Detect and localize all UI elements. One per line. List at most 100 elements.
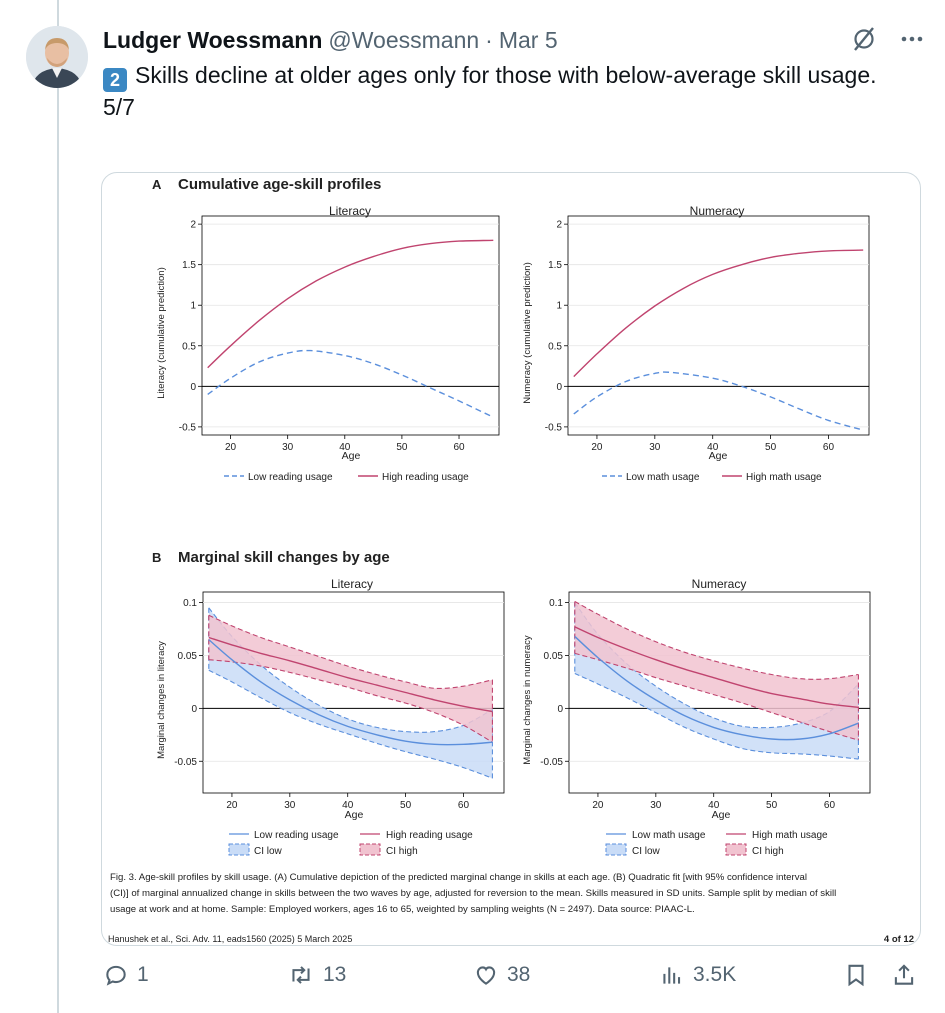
y-tick-label: 0.5 [548,341,562,352]
views-button[interactable]: 3.5K [659,962,736,988]
post-actions: 1 13 38 3.5K [103,962,923,998]
x-tick-label: 40 [708,800,720,811]
bookmark-button[interactable] [843,962,869,988]
like-button[interactable]: 38 [473,962,530,988]
y-tick-label: 0 [191,704,197,715]
chart-title-literacy-b: Literacy [331,577,373,591]
ci-high-band [574,601,859,741]
share-icon [894,964,914,985]
post-media-figure[interactable]: -0.5 0 0.5 1 1.5 2 20 30 40 50 60 -0.5 0 0.5 1 1.5 2 20 3… [101,172,921,946]
figure-caption-line-2: (CI)] of marginal annualized change in s… [110,888,836,899]
chart-title-numeracy-a: Numeracy [690,204,745,218]
reply-button[interactable]: 1 [103,962,149,988]
panel-a-title: Cumulative age-skill profiles [178,176,381,193]
bookmark-icon [848,964,864,987]
x-tick-label: 20 [225,442,237,453]
legend-label-high-math: High math usage [746,472,822,483]
figure-footer-page: 4 of 12 [884,934,914,945]
author-name[interactable]: Ludger Woessmann [103,26,323,53]
legend-b-literacy: Low reading usage High reading usage CI … [228,830,473,857]
reply-icon [106,965,126,986]
series-line-low [208,639,493,746]
avatar[interactable] [26,26,88,88]
post-text-body: Skills decline at older ages only for th… [135,62,877,88]
ci-high-upper [574,601,859,680]
x-tick-label: 50 [400,800,412,811]
repost-count: 13 [323,963,347,986]
x-tick-label: 20 [591,442,603,453]
chart-numeracy-cumulative: -0.5 0 0.5 1 1.5 2 20 30 40 50 60 [545,215,870,453]
series-line-low [573,371,864,431]
y-axis-label-a-num: Numeracy (cumulative prediction) [522,262,533,404]
series-line-high [207,239,494,369]
y-axis-label-b-num: Marginal changes in numeracy [522,635,533,765]
legend-swatch-ci-high-b [725,843,747,856]
y-tick-label: 1.5 [548,260,562,271]
x-axis-label-a-lit: Age [342,450,361,462]
legend-label-ci-high-b: CI high [752,846,784,857]
legend-label-ci-low-b: CI low [632,846,661,857]
y-axis-label-a-lit: Literacy (cumulative prediction) [156,267,167,398]
legend-label-low-math: Low math usage [626,472,700,483]
repost-button[interactable]: 13 [287,962,346,988]
post-date[interactable]: Mar 5 [498,26,558,53]
y-tick-label: 0.5 [182,341,196,352]
series-line-low [207,349,494,418]
legend-label-ci-high: CI high [386,846,418,857]
y-tick-label: 1 [556,301,562,312]
x-tick-label: 40 [342,800,354,811]
y-tick-label: 0 [557,704,563,715]
ci-high-lower [208,659,493,743]
chart-literacy-cumulative: -0.5 0 0.5 1 1.5 2 20 30 40 50 60 [179,215,500,453]
x-tick-label: 20 [592,800,604,811]
more-options-icon[interactable] [899,26,925,57]
plot-area [567,215,870,436]
legend-label-high-reading-b: High reading usage [386,830,473,841]
x-tick-label: 20 [226,800,238,811]
y-tick-label: 0 [556,382,562,393]
y-tick-label: 0.05 [178,651,198,662]
thread-count: 5/7 [103,94,135,120]
grok-icon[interactable] [851,26,877,57]
series-line-high [574,626,859,708]
x-tick-label: 60 [823,442,835,453]
x-tick-label: 30 [282,442,294,453]
x-tick-label: 60 [453,442,465,453]
x-tick-label: 40 [339,442,351,453]
legend-label-ci-low: CI low [254,846,283,857]
panel-b-letter: B [152,550,161,565]
x-tick-label: 30 [649,442,661,453]
x-axis-label-a-num: Age [709,450,728,462]
figure-caption-line-3: usage at work and at home. Sample: Emplo… [110,904,695,915]
chart-numeracy-marginal: -0.05 0 0.05 0.1 20 30 40 50 60 [540,591,871,811]
y-tick-label: 0 [190,382,196,393]
legend-swatch-ci-low [228,843,250,856]
post-text: 2 Skills decline at older ages only for t… [103,60,903,123]
y-tick-label: 0.1 [549,598,563,609]
x-tick-label: 50 [396,442,408,453]
share-button[interactable] [891,962,917,988]
reply-count: 1 [137,963,149,986]
chart-title-literacy-a: Literacy [329,204,371,218]
legend-a-numeracy: Low math usage High math usage [602,472,822,483]
x-tick-label: 60 [458,800,470,811]
views-count: 3.5K [693,963,737,986]
legend-b-numeracy: Low math usage High math usage CI low CI… [605,830,828,857]
y-tick-label: -0.05 [174,757,197,768]
y-tick-label: -0.05 [540,757,563,768]
series-line-high [208,636,493,713]
x-tick-label: 60 [824,800,836,811]
legend-swatch-ci-low-b [605,843,627,856]
like-count: 38 [507,963,531,986]
keycap-two-icon: 2 [103,68,127,92]
header-actions [851,26,925,57]
y-tick-label: 0.05 [544,651,564,662]
panel-b-title: Marginal skill changes by age [178,549,390,566]
series-line-low [574,635,859,741]
ci-low-lower [208,669,493,779]
legend-a-literacy: Low reading usage High reading usage [224,472,469,483]
figure-footer-citation: Hanushek et al., Sci. Adv. 11, eads1560 … [108,934,352,944]
y-axis-label-b-lit: Marginal changes in literacy [156,641,167,759]
y-tick-label: -0.5 [545,422,563,433]
author-handle[interactable]: @Woessmann [328,26,480,53]
